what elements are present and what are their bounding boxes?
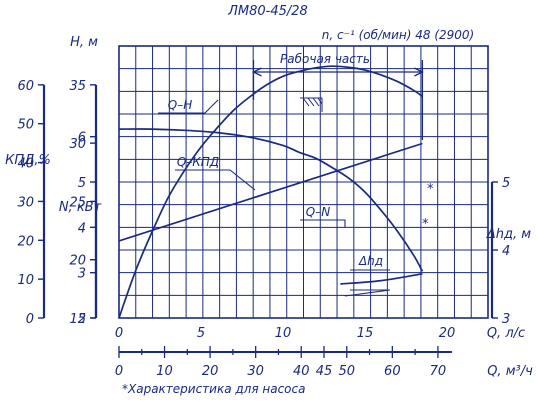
x2-tick-label: 10: [156, 364, 173, 379]
kpd-tick-label: 40: [17, 157, 34, 172]
dh-leader: [344, 269, 391, 297]
h-tick-label: 25: [69, 195, 86, 210]
kpd-tick-label: 10: [17, 273, 34, 288]
kpd-axis-label: КПД,%: [5, 153, 51, 168]
work-zone-label: Рабочая часть: [280, 52, 370, 66]
qn-leader: [300, 219, 346, 227]
asterisk-kpd: *: [427, 182, 434, 197]
x2-tick-label: 60: [384, 364, 401, 379]
h-tick-label: 30: [69, 137, 86, 152]
x-tick-label: 20: [439, 326, 456, 341]
dh-curve: [340, 272, 423, 285]
h-axis-label: H, м: [70, 35, 98, 50]
x-tick-label: 5: [197, 326, 205, 341]
plot-border: [118, 45, 489, 319]
h-tick-label: 15: [69, 312, 86, 327]
axes-group: [38, 84, 498, 358]
x-tick-label: 0: [115, 326, 123, 341]
kpd-tick-label: 0: [26, 312, 34, 327]
n-tick-label: 2: [78, 312, 86, 327]
footnote: *Характеристика для насоса: [122, 382, 305, 396]
x2-tick-label: 45: [316, 364, 333, 379]
series-group: [118, 60, 424, 319]
chart-labels: ЛМ80-45/28 n, c⁻¹ (об/мин) 48 (2900) H, …: [5, 4, 533, 396]
x2-tick-label: 40: [293, 364, 310, 379]
qh-leader: [158, 99, 219, 114]
series-label-qn: Q–N: [306, 205, 330, 219]
qn-curve: [118, 142, 423, 242]
x-axis-label-ls: Q, л/с: [487, 326, 525, 341]
kpd-tick-label: 60: [17, 79, 34, 94]
qkpd-leader: [175, 169, 256, 191]
x2-tick-label: 20: [202, 364, 219, 379]
x2-tick-label: 50: [339, 364, 356, 379]
n-tick-label: 3: [78, 267, 86, 282]
x2-tick-label: 30: [247, 364, 264, 379]
kpd-tick-label: 30: [17, 195, 34, 210]
qh-curve: [118, 128, 424, 272]
x-axis-label-m3h: Q, м³/ч: [487, 364, 533, 379]
series-label-qh: Q–H: [168, 98, 192, 112]
n-tick-label: 4: [78, 221, 86, 236]
plot-frame: [118, 45, 489, 319]
n-tick-label: 6: [78, 131, 86, 146]
kpd-tick-label: 50: [17, 118, 34, 133]
dh-tick-label: 3: [502, 312, 510, 327]
hatch-mark: [300, 97, 323, 112]
h-tick-label: 20: [69, 254, 86, 269]
h-tick-label: 35: [69, 79, 86, 94]
dh-tick-label: 5: [502, 176, 510, 191]
chart-title: ЛМ80-45/28: [227, 4, 308, 19]
n-tick-label: 5: [78, 176, 86, 191]
dh-tick-label: 4: [502, 244, 510, 259]
n-axis-label: N, кВт: [59, 200, 102, 215]
kpd-tick-label: 20: [17, 234, 34, 249]
dh-axis-label: Δhд, м: [486, 227, 531, 242]
chart-subtitle: n, c⁻¹ (об/мин) 48 (2900): [322, 28, 474, 42]
x2-tick-label: 0: [115, 364, 123, 379]
x2-tick-label: 70: [430, 364, 447, 379]
asterisk-n: *: [422, 217, 429, 232]
qkpd-curve: [118, 65, 423, 319]
x-tick-label: 10: [275, 326, 292, 341]
series-label-qkpd: Q–КПД: [177, 155, 219, 169]
x-tick-label: 15: [357, 326, 374, 341]
series-label-dh: Δhд: [358, 254, 383, 268]
